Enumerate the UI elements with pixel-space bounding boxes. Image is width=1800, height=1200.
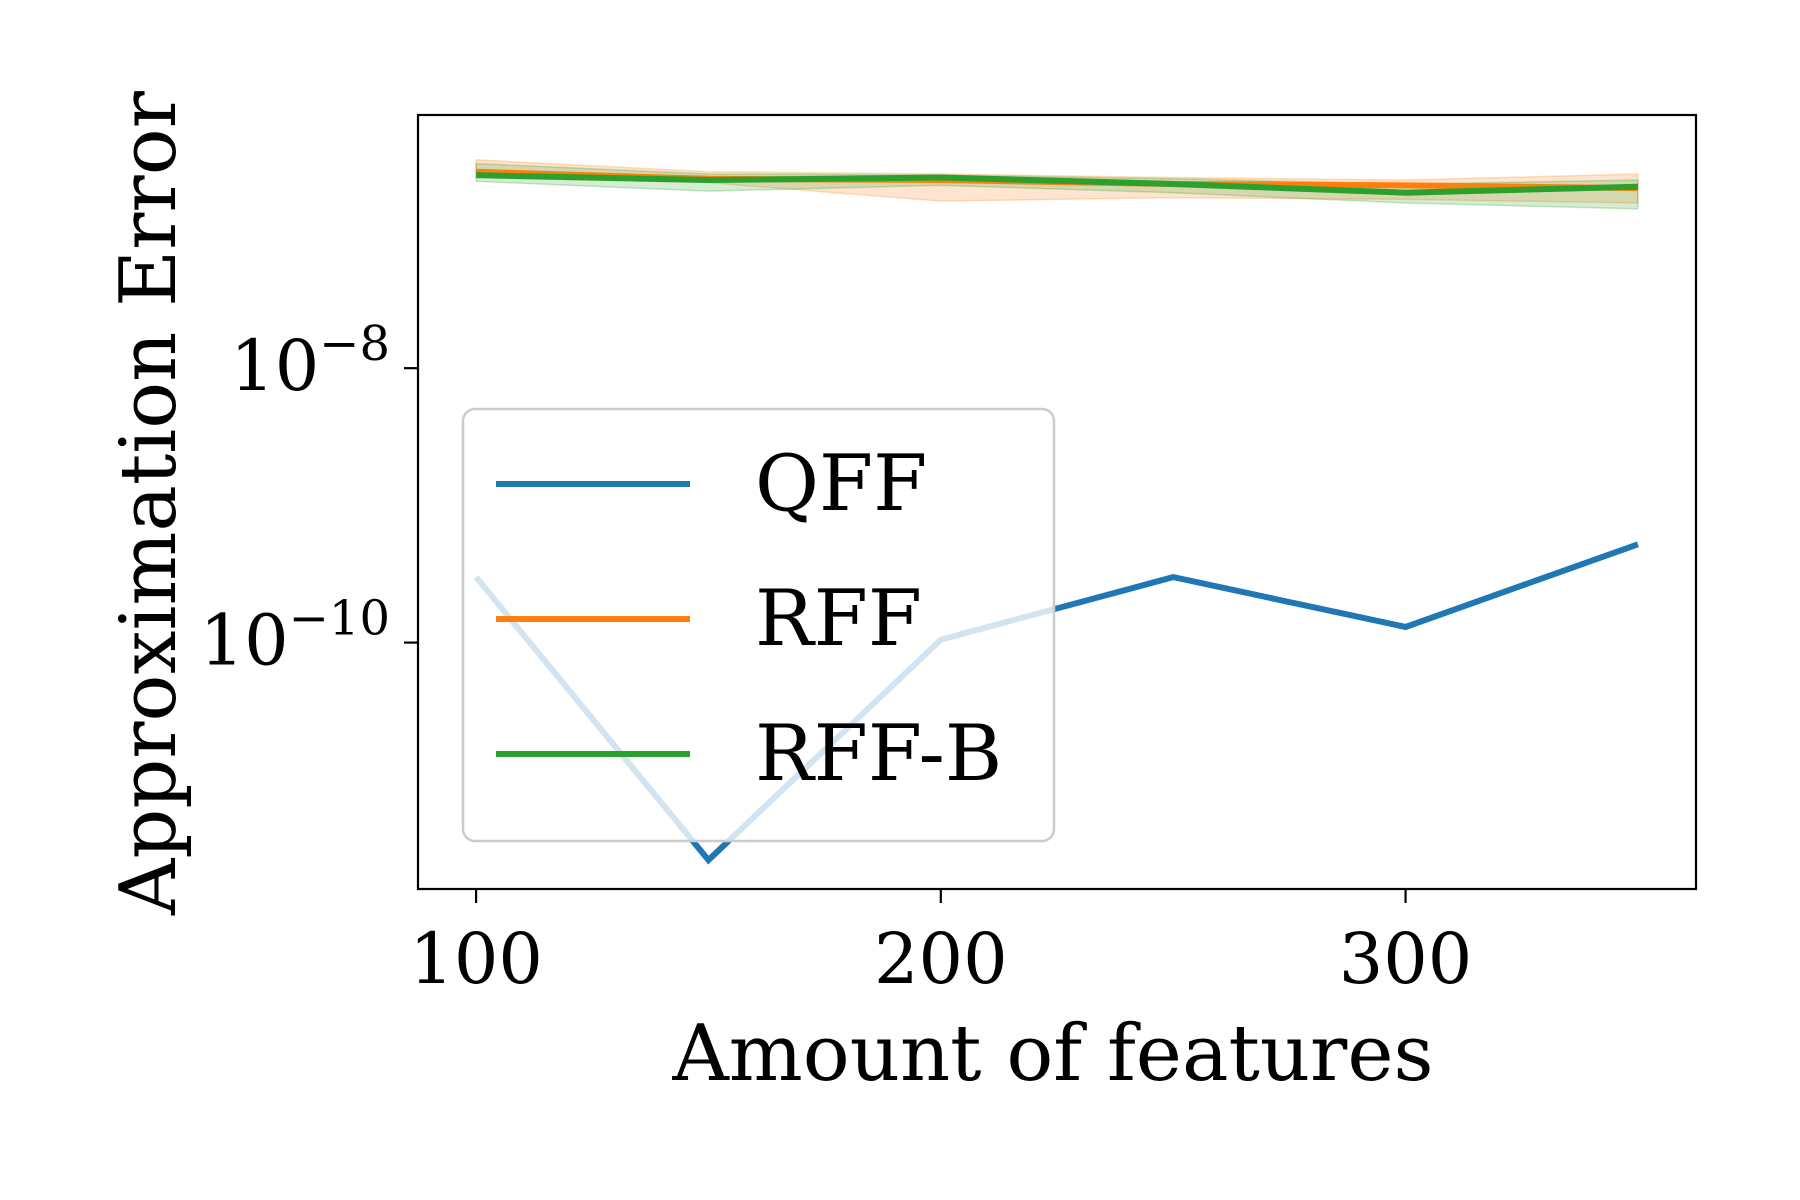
x-axis-label: Amount of features	[671, 1009, 1433, 1099]
y-axis-ticks: 10−10 10−8	[200, 316, 418, 682]
legend-label-qff: QFF	[755, 439, 927, 529]
legend-frame	[461, 407, 1056, 843]
axes-frame	[416, 113, 1698, 891]
plot-area	[473, 159, 1639, 865]
y-axis-label: Approximation Error	[104, 90, 194, 916]
legend: QFF RFF RFF-B	[461, 407, 1056, 843]
x-tick-label: 100	[409, 918, 543, 1000]
x-tick-label: 300	[1339, 918, 1473, 1000]
legend-label-rff-b: RFF-B	[755, 709, 1002, 799]
y-tick-label: 10−10	[200, 591, 390, 682]
legend-label-rff: RFF	[755, 574, 922, 664]
x-tick-label: 200	[874, 918, 1008, 1000]
x-axis-ticks: 100 200 300	[409, 889, 1472, 1000]
rff-b-line	[476, 172, 1638, 196]
y-tick-label: 10−8	[230, 316, 390, 407]
